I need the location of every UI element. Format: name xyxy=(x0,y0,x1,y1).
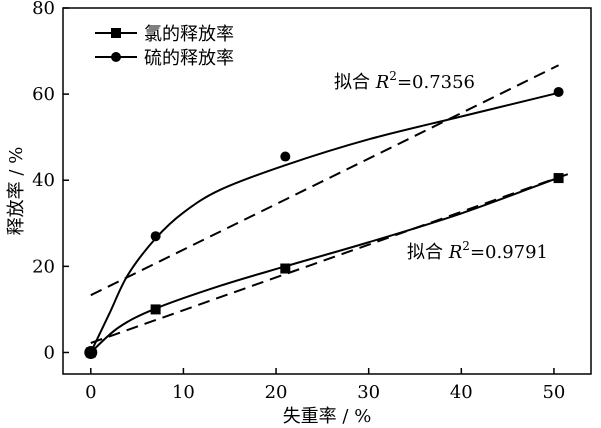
y-tick-label: 0 xyxy=(44,342,55,363)
plot-border xyxy=(62,7,592,375)
x-axis-label: 失重率 / % xyxy=(283,406,372,427)
y-tick-label: 20 xyxy=(32,256,55,277)
fit-lines xyxy=(89,64,573,354)
plot-frame xyxy=(62,7,592,375)
chlorine-fit-prefix: 拟合 xyxy=(407,242,449,263)
x-tick-label: 40 xyxy=(450,382,473,403)
sulfur-point xyxy=(280,151,291,162)
x-tick-label: 30 xyxy=(357,382,380,403)
x-tick-label: 10 xyxy=(172,382,195,403)
chlorine-fit-value: =0.9791 xyxy=(470,242,548,263)
x-tick-label: 20 xyxy=(265,382,288,403)
chlorine-point xyxy=(150,304,161,315)
legend-square-marker xyxy=(111,28,121,38)
sulfur-fit-r: R xyxy=(375,72,390,93)
legend-label: 氯的释放率 xyxy=(144,24,234,45)
sulfur-fit-annotation: 拟合 R2=0.7356 xyxy=(334,69,475,93)
y-axis: 0 20 40 60 80 xyxy=(32,0,69,363)
chlorine-point xyxy=(280,263,291,274)
legend-circle-marker xyxy=(111,52,121,62)
sulfur-fit-prefix: 拟合 xyxy=(334,72,376,93)
sulfur-fit-curve xyxy=(89,91,559,353)
origin-point xyxy=(84,345,98,359)
sulfur-fit-value: =0.7356 xyxy=(397,72,475,93)
y-tick-label: 40 xyxy=(32,170,55,191)
chlorine-point xyxy=(553,173,564,184)
x-axis: 0 10 20 30 40 50 xyxy=(85,368,565,403)
chlorine-linear-fit xyxy=(90,171,573,344)
sulfur-fit-exp: 2 xyxy=(389,69,397,83)
data-points xyxy=(84,86,564,359)
sulfur-linear-fit xyxy=(90,64,560,297)
chlorine-fit-curve xyxy=(90,176,559,354)
chlorine-fit-r: R xyxy=(448,242,463,263)
y-tick-label: 80 xyxy=(32,0,55,19)
chlorine-fit-annotation: 拟合 R2=0.9791 xyxy=(407,239,548,263)
sulfur-point xyxy=(553,86,564,97)
x-tick-label: 50 xyxy=(542,382,565,403)
chlorine-fit-exp: 2 xyxy=(462,239,470,253)
y-axis-label: 释放率 / % xyxy=(6,147,27,236)
x-tick-label: 0 xyxy=(85,382,96,403)
y-tick-label: 60 xyxy=(32,84,55,105)
legend-label: 硫的释放率 xyxy=(144,48,234,69)
sulfur-point xyxy=(150,231,161,242)
